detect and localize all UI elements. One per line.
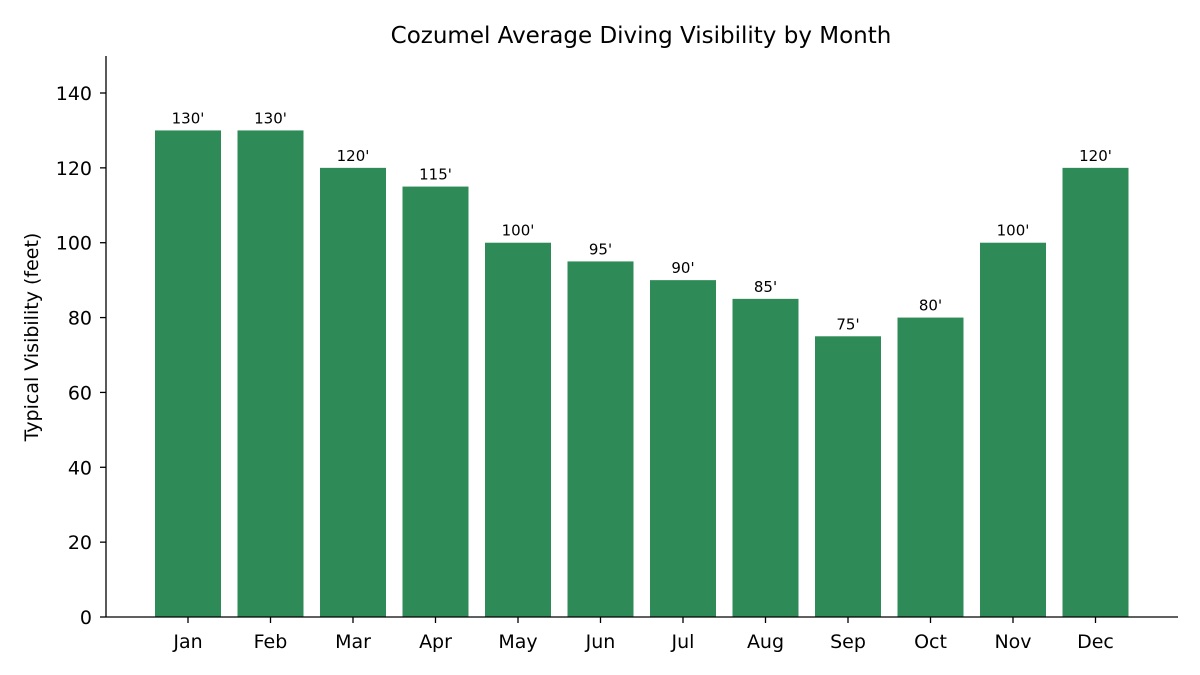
y-tick-label-40: 40 <box>68 457 92 479</box>
y-tick-label-80: 80 <box>68 308 92 330</box>
x-tick-label-oct: Oct <box>914 631 947 653</box>
x-tick-label-jan: Jan <box>172 631 202 653</box>
x-axis-ticks: Jan Feb Mar Apr May Jun Jul Aug Sep Oct Nov Dec <box>172 617 1114 653</box>
x-tick-label-aug: Aug <box>747 631 784 653</box>
data-labels-group: 130' 130' 120' 115' 100' 95' 90' 85' 75' 80' 100' 1… <box>172 109 1112 333</box>
bar-mar <box>320 167 386 617</box>
x-tick-label-may: May <box>498 631 537 653</box>
x-tick-label-jun: Jun <box>585 631 616 653</box>
bar-jan <box>155 130 221 617</box>
y-axis-label: Typical Visibility (feet) <box>21 233 43 443</box>
data-label-mar: 120' <box>337 147 370 165</box>
y-tick-label-120: 120 <box>56 158 92 180</box>
data-label-feb: 130' <box>254 109 287 127</box>
x-tick-label-feb: Feb <box>254 631 288 653</box>
bar-dec <box>1062 167 1129 617</box>
data-label-jan: 130' <box>172 109 205 127</box>
data-label-may: 100' <box>502 222 535 240</box>
data-label-jul: 90' <box>671 259 694 277</box>
y-tick-label-100: 100 <box>56 233 92 255</box>
x-tick-label-sep: Sep <box>830 631 866 653</box>
bars-group <box>155 130 1129 618</box>
bar-sep <box>815 336 881 617</box>
bar-oct <box>897 317 964 617</box>
x-tick-label-mar: Mar <box>335 631 371 653</box>
y-axis-ticks: 0 20 40 60 80 100 120 140 <box>56 83 106 629</box>
x-tick-label-dec: Dec <box>1077 631 1114 653</box>
bar-jul <box>650 280 716 617</box>
bar-jun <box>567 261 634 617</box>
x-tick-label-jul: Jul <box>671 631 695 653</box>
bar-may <box>485 242 551 617</box>
data-label-oct: 80' <box>919 297 942 315</box>
x-tick-label-apr: Apr <box>419 631 452 653</box>
bar-apr <box>402 186 469 618</box>
bar-nov <box>980 242 1046 617</box>
bar-feb <box>237 130 304 617</box>
data-label-dec: 120' <box>1079 147 1112 165</box>
data-label-nov: 100' <box>997 222 1030 240</box>
x-tick-label-nov: Nov <box>994 631 1031 653</box>
y-tick-label-20: 20 <box>68 532 92 554</box>
data-label-jun: 95' <box>589 240 612 258</box>
y-tick-label-60: 60 <box>68 382 92 404</box>
y-tick-label-140: 140 <box>56 83 92 105</box>
y-tick-label-0: 0 <box>80 607 92 629</box>
data-label-aug: 85' <box>754 278 777 296</box>
data-label-sep: 75' <box>836 315 859 333</box>
data-label-apr: 115' <box>419 166 452 184</box>
bar-aug <box>732 298 799 617</box>
chart-title: Cozumel Average Diving Visibility by Mon… <box>391 23 892 49</box>
